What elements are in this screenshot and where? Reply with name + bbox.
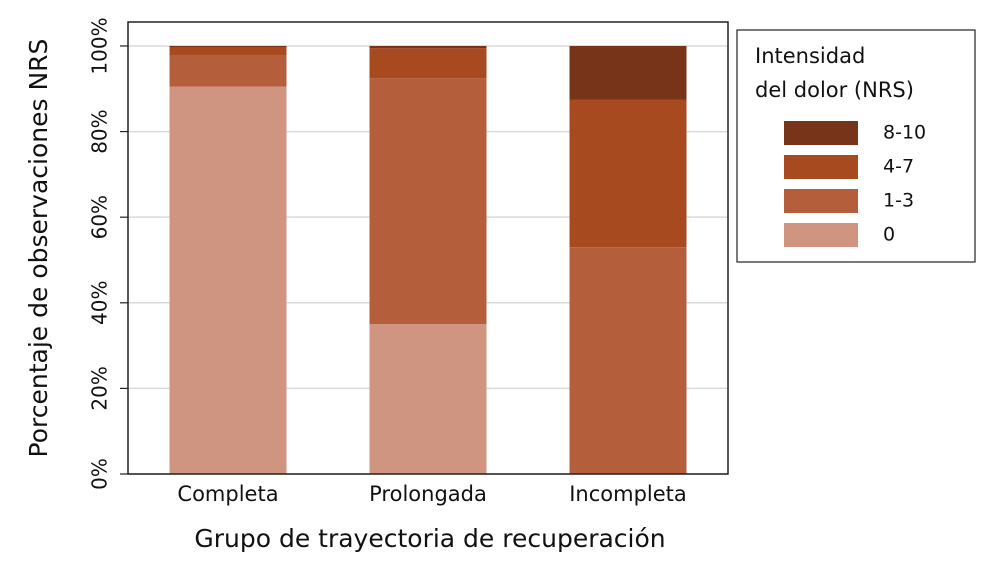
bar-segment: [169, 86, 287, 475]
bar-segment: [169, 47, 287, 56]
plot-frame: [127, 21, 729, 475]
legend-label: 4-7: [883, 156, 914, 178]
bar-segment: [369, 78, 487, 325]
bar-segment: [369, 45, 487, 49]
legend-label: 8-10: [883, 122, 926, 144]
x-tick-label: Prolongada: [369, 482, 487, 506]
bar-segment: [169, 55, 287, 87]
y-tick-label: 40%: [88, 281, 112, 325]
legend-label: 0: [883, 224, 895, 246]
y-tick-label: 100%: [88, 17, 112, 74]
bar-segment: [169, 45, 287, 48]
bar-segment: [569, 99, 687, 248]
legend-title: Intensidad: [755, 44, 865, 68]
y-tick-label: 60%: [88, 195, 112, 239]
legend-swatch: [784, 189, 858, 213]
legend-swatch: [784, 155, 858, 179]
y-tick-label: 80%: [88, 109, 112, 153]
bar-segment: [369, 48, 487, 79]
y-tick-label: 20%: [88, 366, 112, 410]
bar-segment: [569, 45, 687, 100]
bar-segment: [569, 247, 687, 474]
x-tick-label: Completa: [177, 482, 278, 506]
legend-swatch: [784, 223, 858, 247]
bar-segment: [369, 324, 487, 474]
legend-swatch: [784, 121, 858, 145]
x-axis-title: Grupo de trayectoria de recuperación: [194, 524, 665, 553]
y-tick-label: 0%: [88, 458, 112, 490]
legend-title: del dolor (NRS): [755, 78, 914, 102]
y-axis-title: Porcentaje de observaciones NRS: [24, 39, 53, 458]
legend-label: 1-3: [883, 190, 914, 212]
x-tick-label: Incompleta: [569, 482, 687, 506]
